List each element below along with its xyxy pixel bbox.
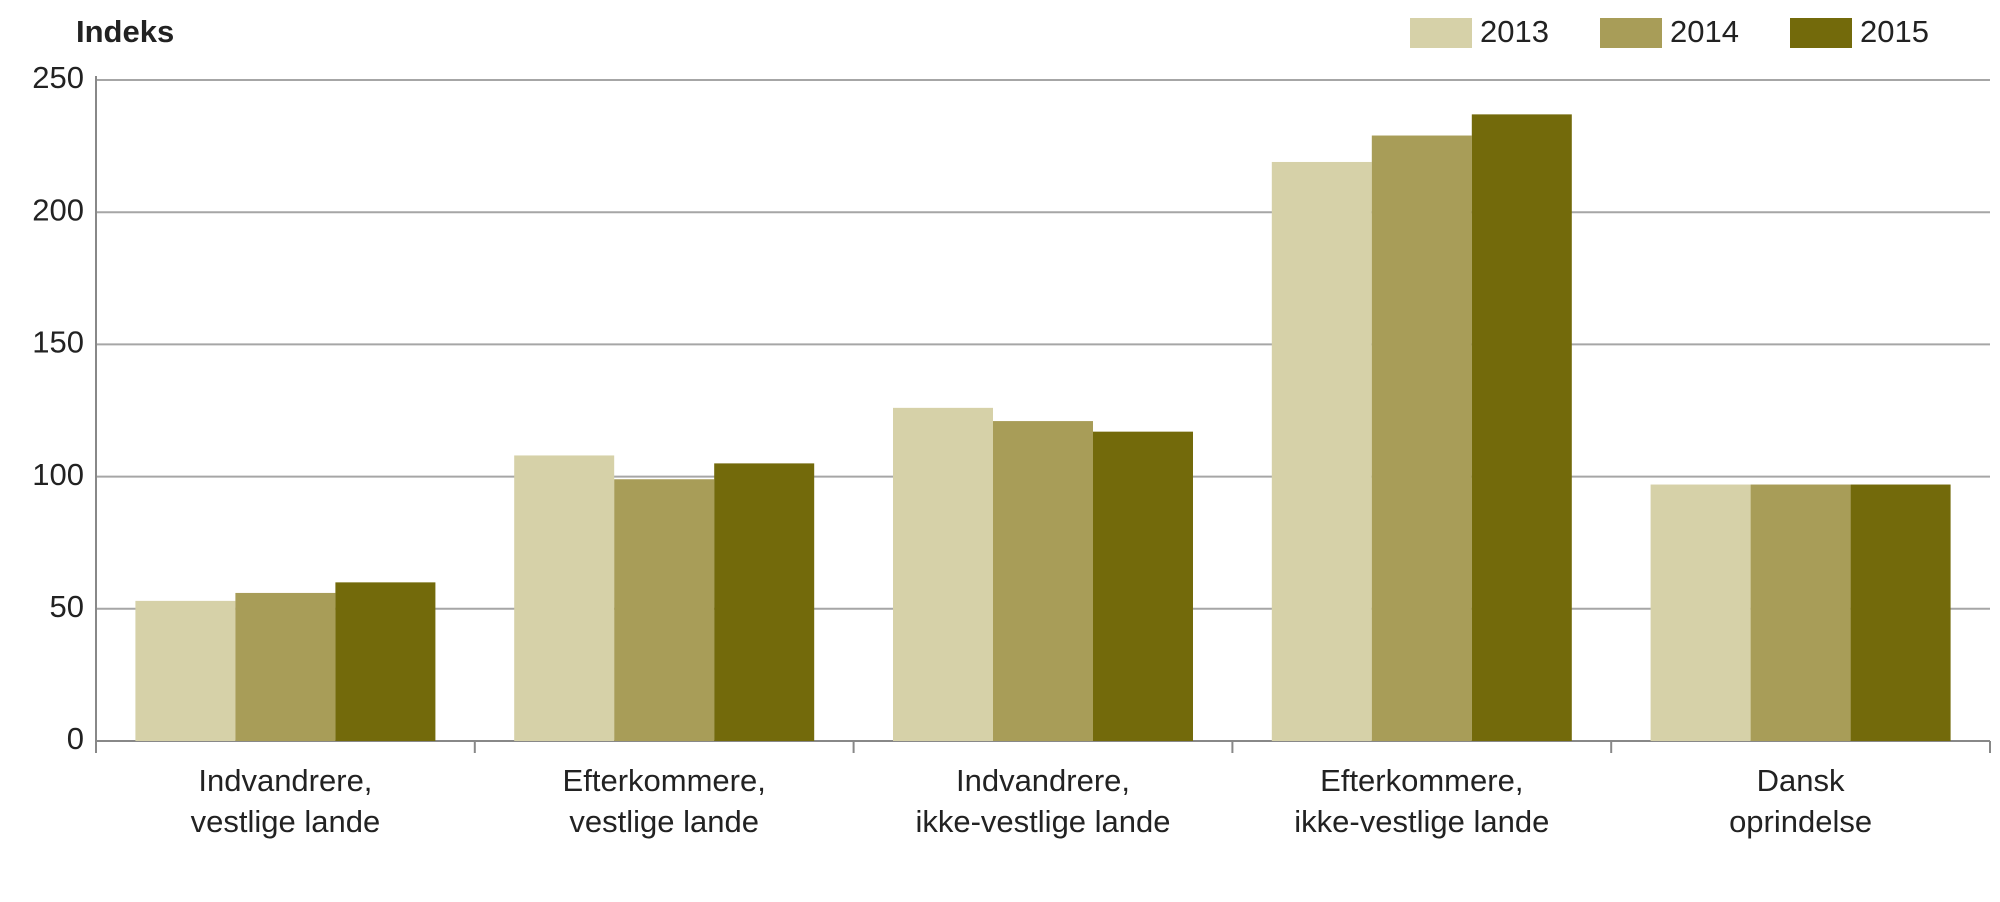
y-tick-label: 100 xyxy=(32,457,84,492)
legend-swatch xyxy=(1410,18,1472,48)
x-tick-label: ikke-vestlige lande xyxy=(915,804,1170,839)
bar xyxy=(714,463,815,741)
y-tick-label: 250 xyxy=(32,60,84,95)
bar xyxy=(1650,484,1751,741)
legend-label: 2013 xyxy=(1480,14,1549,49)
x-tick-label: Dansk xyxy=(1757,763,1845,798)
bar xyxy=(893,407,993,741)
bar xyxy=(614,479,715,741)
x-tick-label: Efterkommere, xyxy=(563,763,766,798)
bar xyxy=(1271,161,1372,742)
bar xyxy=(993,421,1093,741)
bar xyxy=(335,582,436,741)
legend-swatch xyxy=(1600,18,1662,48)
x-tick-label: vestlige lande xyxy=(191,804,381,839)
y-tick-label: 200 xyxy=(32,192,84,227)
x-tick-label: Indvandrere, xyxy=(956,763,1130,798)
x-tick-label: vestlige lande xyxy=(569,804,759,839)
bar xyxy=(1471,114,1572,741)
legend-label: 2014 xyxy=(1670,14,1739,49)
bar xyxy=(135,600,236,741)
x-tick-label: oprindelse xyxy=(1729,804,1872,839)
bar xyxy=(1850,484,1951,741)
legend-swatch xyxy=(1790,18,1852,48)
bar xyxy=(235,592,336,741)
bar xyxy=(1093,431,1193,741)
y-tick-label: 150 xyxy=(32,325,84,360)
y-tick-label: 50 xyxy=(50,589,84,624)
x-tick-label: Efterkommere, xyxy=(1320,763,1523,798)
bar xyxy=(514,455,615,741)
chart-title: Indeks xyxy=(76,14,174,49)
x-tick-label: ikke-vestlige lande xyxy=(1294,804,1549,839)
bar xyxy=(1750,484,1851,741)
bar xyxy=(1371,135,1472,742)
legend-label: 2015 xyxy=(1860,14,1929,49)
y-tick-label: 0 xyxy=(67,721,84,756)
x-tick-label: Indvandrere, xyxy=(198,763,372,798)
